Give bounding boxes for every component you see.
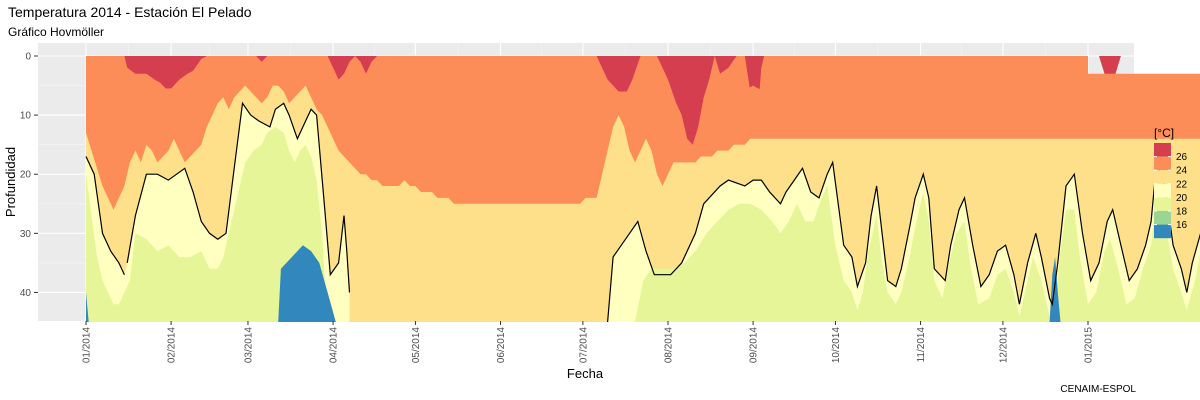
x-tick-label: 12/2014 [998,327,1009,364]
contour-band-26 [248,56,268,62]
contour-band-16 [278,245,336,322]
x-tick-label: 01/2014 [82,327,93,364]
legend-swatch [1154,183,1171,198]
contour-band-18 [635,186,1200,322]
x-tick-label: 03/2014 [243,327,254,364]
legend-label: 24 [1176,166,1188,177]
x-tick-label: 06/2014 [496,327,507,364]
contour-22-line [85,101,1200,323]
caption: CENAIM-ESPOL [1060,384,1136,395]
x-tick-label: 07/2014 [578,327,589,364]
legend-swatch [1154,197,1171,211]
legend: [°C] 26 24 22 20 18 16 [1154,126,1188,239]
plot-panel [38,43,1200,323]
x-tick-label: 02/2014 [167,327,178,364]
x-tick-label: 04/2014 [329,327,340,364]
legend-title: [°C] [1154,126,1174,140]
legend-label: 18 [1176,207,1188,218]
contour-band-26 [86,56,207,89]
contour-fills [86,56,1200,323]
contour-band-26 [355,56,377,74]
contour-band-18 [86,126,328,323]
legend-label: 20 [1176,193,1188,204]
y-tick-label: 0 [25,52,31,63]
contour-band-26 [714,56,737,74]
legend-swatch [1154,224,1171,239]
x-tick-label: 05/2014 [411,327,422,364]
legend-label: 16 [1176,220,1188,231]
contour-band-26 [1099,56,1121,86]
isoline-segment [126,101,351,293]
legend-label: 26 [1176,152,1188,163]
isoline-segment [85,156,125,275]
y-tick-label: 20 [20,170,32,181]
x-tick-label: 01/2015 [1084,327,1095,364]
legend-swatch [1154,143,1171,157]
contour-band-26 [657,56,715,145]
contour-band-26 [327,56,355,80]
x-tick-label: 10/2014 [831,327,842,364]
contour-band-26 [596,56,641,92]
x-axis: 01/2014 02/2014 03/2014 04/2014 05/2014 06/20… [82,321,1095,363]
chart-title: Temperatura 2014 - Estación El Pelado [8,4,252,20]
legend-label: 22 [1176,179,1188,190]
x-axis-title: Fecha [567,366,604,381]
legend-swatch [1154,170,1171,184]
chart-subtitle: Gráfico Hovmöller [8,25,104,39]
y-axis-title: Profundidad [3,147,18,217]
legend-swatch [1154,211,1171,225]
isoline-segment [607,160,1200,323]
y-tick-label: 40 [20,288,32,299]
y-tick-label: 10 [20,111,32,122]
y-axis: 0 10 20 30 40 [20,52,38,299]
x-tick-label: 11/2014 [916,327,927,363]
contour-band-16 [86,292,89,322]
x-tick-label: 08/2014 [663,327,674,364]
x-tick-label: 09/2014 [749,327,760,364]
legend-swatch [1154,156,1171,171]
y-tick-label: 30 [20,229,32,240]
